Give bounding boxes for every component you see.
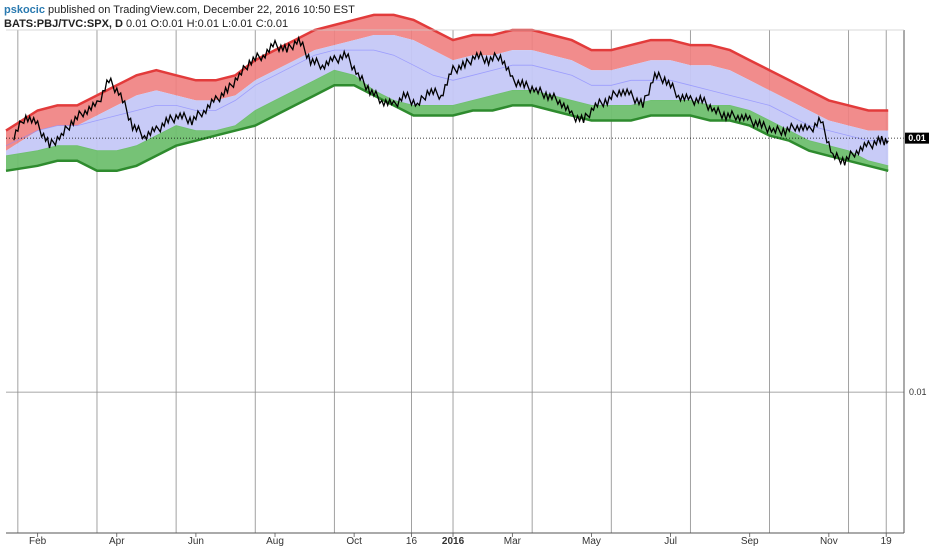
x-tick-label-5: 16	[406, 536, 418, 547]
chart-header: pskocic published on TradingView.com, De…	[4, 3, 355, 31]
x-tick-label-6: 2016	[442, 536, 465, 547]
series-lines	[5, 13, 889, 173]
ohlc-values: 0.01 O:0.01 H:0.01 L:0.01 C:0.01	[126, 18, 289, 30]
author-link[interactable]: pskocic	[4, 4, 45, 16]
x-tick-label-11: Nov	[820, 536, 838, 547]
x-tick-label-9: Jul	[664, 536, 677, 547]
axes	[6, 29, 905, 534]
x-tick-label-1: Apr	[109, 536, 125, 547]
publish-line: pskocic published on TradingView.com, De…	[4, 3, 355, 17]
x-tick-label-10: Sep	[741, 536, 759, 547]
x-tick-label-12: 19	[881, 536, 893, 547]
last-value-tag	[905, 132, 929, 144]
red-band-fill	[6, 14, 889, 151]
lower-band-outer-line	[5, 84, 889, 173]
y-tick-label-0: 0.01	[909, 387, 927, 397]
x-tick-label-4: Oct	[346, 536, 362, 547]
publish-info: published on TradingView.com, December 2…	[48, 4, 355, 16]
blue-band-fill	[6, 35, 889, 166]
x-tick-label-0: Feb	[29, 536, 47, 547]
lower-band-line	[5, 69, 889, 167]
mid-band-line	[5, 49, 889, 147]
y-axis-labels: 0.01 0.01	[905, 132, 929, 397]
last-value-label: 0.01	[908, 133, 926, 143]
symbol-label: BATS:PBJ/TVC:SPX, D	[4, 18, 123, 30]
x-tick-label-8: May	[582, 536, 601, 547]
x-tick-label-7: Mar	[504, 536, 522, 547]
x-axis-labels: Feb Apr Jun Aug Oct 16 2016 Mar May Jul Sep Nov 19	[29, 533, 892, 547]
upper-band-line	[5, 13, 889, 132]
price-line	[13, 35, 889, 166]
x-tick-label-2: Jun	[188, 536, 204, 547]
x-tick-label-3: Aug	[266, 536, 284, 547]
symbol-line: BATS:PBJ/TVC:SPX, D 0.01 O:0.01 H:0.01 L…	[4, 17, 355, 31]
